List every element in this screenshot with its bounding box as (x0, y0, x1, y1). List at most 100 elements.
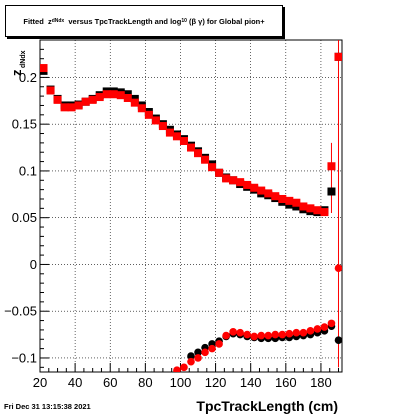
data-point (320, 208, 329, 217)
data-point (194, 348, 202, 357)
title-z-subscript: dNdx (51, 18, 65, 24)
data-point (74, 101, 83, 110)
y-axis-label: z dNdx (9, 50, 27, 76)
data-point (116, 91, 125, 100)
title-bracket-open: ( (188, 16, 192, 26)
y-tick-label: 0.15 (12, 117, 37, 132)
data-point (165, 128, 174, 137)
plot-frame (39, 39, 343, 373)
y-tick-label: −0.1 (11, 350, 37, 365)
data-point (257, 186, 266, 195)
title-suffix: for Global pion+ (206, 16, 265, 26)
data-point (40, 64, 48, 73)
data-point (334, 336, 342, 345)
data-point (250, 332, 259, 341)
data-point (95, 93, 104, 102)
title-bracket-close: ) (202, 16, 205, 26)
x-tick-label: 180 (310, 375, 332, 390)
data-point (123, 93, 132, 102)
data-point (285, 196, 294, 205)
data-point (194, 354, 202, 362)
data-point (179, 137, 188, 146)
data-point (271, 192, 280, 201)
data-point (187, 143, 195, 152)
data-point (67, 103, 76, 112)
data-point (46, 86, 55, 95)
data-point (81, 97, 90, 106)
y-tick-label: 0.2 (19, 70, 37, 85)
data-point (137, 104, 146, 113)
data-point (257, 331, 266, 340)
data-point (327, 319, 336, 328)
y-tick-label: 0 (30, 257, 37, 272)
data-point (180, 363, 188, 372)
x-tick-label: 120 (205, 375, 227, 390)
data-point (278, 330, 287, 339)
x-tick-label: 60 (103, 375, 117, 390)
data-point (299, 202, 308, 211)
title-beta-gamma: β γ (191, 16, 203, 26)
data-point (172, 132, 181, 141)
data-point (151, 116, 160, 125)
data-point (243, 330, 251, 339)
x-tick-label: 100 (170, 375, 192, 390)
data-point (215, 168, 224, 177)
data-point (243, 180, 252, 189)
data-point (60, 103, 69, 112)
data-point (173, 366, 181, 372)
data-point (229, 327, 237, 336)
timestamp: Fri Dec 31 13:15:38 2021 (4, 402, 91, 411)
y-tick-label: 0.05 (12, 210, 37, 225)
y-tick-label: −0.05 (4, 304, 37, 319)
data-point (201, 348, 209, 357)
title-middle: versus TpcTrackLength and log (68, 16, 182, 26)
data-point (187, 352, 195, 360)
data-point (299, 328, 308, 337)
data-point (144, 110, 153, 119)
chart-title: Fitted z dNdx versus TpcTrackLength and l… (6, 6, 282, 36)
data-point (264, 189, 273, 198)
title-log-subscript: 10 (181, 18, 187, 24)
data-point (327, 162, 336, 171)
svg-text:z: z (9, 69, 24, 76)
data-point (250, 183, 259, 192)
data-point (236, 178, 245, 187)
data-point (194, 149, 203, 158)
data-point (334, 52, 342, 61)
data-point (236, 328, 244, 337)
data-point (130, 98, 139, 107)
x-tick-label: 160 (275, 375, 297, 390)
data-point (215, 340, 223, 348)
chart-title-box: Fitted z dNdx versus TpcTrackLength and l… (5, 5, 283, 37)
x-axis-label: TpcTrackLength (cm) (196, 398, 338, 414)
data-point (53, 95, 62, 104)
data-point (208, 163, 217, 172)
data-point (208, 344, 216, 353)
title-z-symbol: z (47, 16, 52, 26)
data-point (306, 327, 315, 335)
data-point (109, 90, 118, 99)
data-point (306, 204, 315, 213)
title-prefix: Fitted (23, 16, 44, 26)
data-point (285, 329, 294, 338)
x-tick-label: 40 (68, 375, 82, 390)
data-point (102, 90, 111, 99)
data-point (292, 328, 301, 337)
x-tick-label: 140 (240, 375, 262, 390)
data-point (201, 155, 210, 164)
data-point (158, 122, 167, 131)
svg-text:dNdx: dNdx (20, 50, 27, 68)
data-point (88, 95, 97, 104)
x-tick-label: 20 (33, 375, 47, 390)
data-point (187, 357, 195, 366)
data-point (292, 198, 301, 207)
data-point (222, 174, 231, 183)
data-point (320, 323, 329, 331)
data-point (229, 176, 238, 185)
data-point (313, 206, 322, 215)
y-tick-label: 0.1 (19, 163, 37, 178)
data-point (313, 325, 322, 333)
x-tick-label: 80 (138, 375, 152, 390)
data-point (334, 264, 342, 272)
